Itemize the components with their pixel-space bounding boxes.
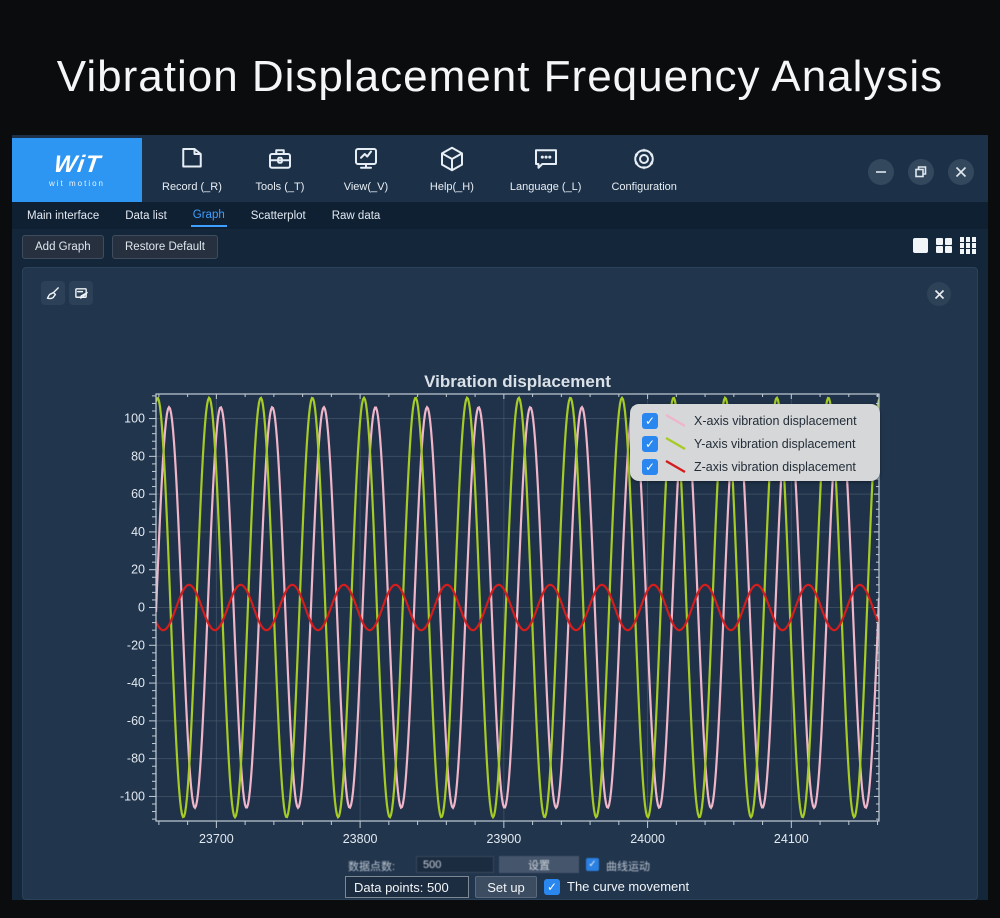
grid-3x3-icon[interactable]	[959, 237, 976, 254]
svg-text:-60: -60	[127, 714, 145, 728]
app-window: WiT wit motion Record (_R) Tools (_T)	[12, 135, 988, 900]
curve-movement-checkbox-cn[interactable]: ✓	[586, 858, 599, 871]
curve-movement-label-cn: 曲线运动	[606, 861, 650, 873]
legend-row: ✓ Y-axis vibration displacement	[642, 432, 880, 455]
svg-text:60: 60	[131, 487, 145, 501]
chart-title: Vibration displacement	[424, 372, 611, 391]
restore-button[interactable]	[908, 159, 934, 185]
legend-row: ✓ Z-axis vibration displacement	[642, 455, 880, 478]
controls-row-en: Set up ✓ The curve movement	[23, 876, 979, 900]
data-points-label-cn: 数据点数:	[348, 861, 396, 873]
menu-item-label: Help(_H)	[429, 181, 474, 193]
svg-text:-40: -40	[127, 676, 145, 690]
svg-text:24000: 24000	[630, 832, 665, 846]
edit-note-icon[interactable]	[69, 281, 93, 305]
panel-close-icon[interactable]	[927, 282, 951, 306]
legend-label: Y-axis vibration displacement	[694, 436, 856, 451]
tab-data-list[interactable]: Data list	[125, 210, 167, 222]
cube-icon	[437, 144, 467, 177]
tab-main-interface[interactable]: Main interface	[27, 210, 100, 222]
menu-bar: Record (_R) Tools (_T) View(_V)	[162, 135, 677, 202]
curve-movement-label: The curve movement	[567, 879, 690, 894]
svg-text:80: 80	[131, 449, 145, 463]
menu-item-help[interactable]: Help(_H)	[424, 144, 480, 193]
chart-legend: ✓ X-axis vibration displacement ✓ Y-axis vi…	[630, 404, 880, 481]
document-icon	[177, 144, 207, 177]
tab-graph[interactable]: Graph	[190, 204, 227, 227]
minimize-button[interactable]	[868, 159, 894, 185]
menu-item-label: Record (_R)	[162, 181, 222, 193]
legend-line-sample	[664, 459, 688, 474]
svg-text:-80: -80	[127, 752, 145, 766]
page-title: Vibration Displacement Frequency Analysi…	[56, 52, 944, 101]
legend-checkbox[interactable]: ✓	[642, 458, 658, 475]
briefcase-icon	[265, 144, 295, 177]
controls-row-cn: 数据点数: 设置 ✓ 曲线运动	[23, 856, 979, 874]
single-pane-icon[interactable]	[913, 237, 928, 253]
clean-brush-icon[interactable]	[41, 281, 65, 305]
grid-2x2-icon[interactable]	[936, 237, 952, 253]
menu-item-label: View(_V)	[343, 181, 389, 193]
gear-icon	[629, 144, 659, 177]
brand-logo-text: WiT	[51, 150, 103, 178]
menu-item-label: Language (_L)	[509, 181, 582, 193]
svg-text:24100: 24100	[774, 832, 809, 846]
menu-item-view[interactable]: View(_V)	[338, 144, 394, 193]
svg-text:0: 0	[138, 601, 145, 615]
vibration-line-chart: 23700 23800 23900 24000 24100 100 80 60 40 20 0 -20…	[120, 393, 880, 846]
legend-row: ✓ X-axis vibration displacement	[642, 409, 880, 432]
monitor-chart-icon	[351, 144, 381, 177]
legend-line-sample	[664, 413, 688, 428]
svg-text:100: 100	[124, 412, 145, 426]
window-controls	[868, 159, 974, 185]
menu-item-record[interactable]: Record (_R)	[162, 144, 222, 193]
brand-logo-subtext: wit motion	[48, 178, 105, 188]
svg-text:23800: 23800	[343, 832, 378, 846]
restore-default-button[interactable]: Restore Default	[112, 235, 218, 259]
menu-item-tools[interactable]: Tools (_T)	[252, 144, 308, 193]
menu-item-configuration[interactable]: Configuration	[611, 144, 677, 193]
tab-raw-data[interactable]: Raw data	[331, 210, 381, 222]
setup-button[interactable]: Set up	[475, 876, 537, 898]
svg-text:23900: 23900	[486, 832, 521, 846]
menu-item-language[interactable]: Language (_L)	[509, 144, 582, 193]
tab-bar: Main interface Data list Graph Scatterpl…	[12, 202, 988, 229]
legend-label: X-axis vibration displacement	[694, 413, 857, 428]
legend-checkbox[interactable]: ✓	[642, 412, 658, 429]
legend-label: Z-axis vibration displacement	[694, 459, 856, 474]
sub-toolbar: Add Graph Restore Default	[12, 229, 988, 267]
tab-scatterplot[interactable]: Scatterplot	[250, 210, 306, 222]
data-points-input-cn[interactable]	[416, 856, 494, 873]
curve-movement-checkbox[interactable]: ✓	[544, 879, 560, 895]
setup-button-cn[interactable]: 设置	[499, 856, 579, 873]
legend-checkbox[interactable]: ✓	[642, 435, 658, 452]
legend-line-sample	[664, 436, 688, 451]
menu-item-label: Configuration	[611, 181, 677, 193]
svg-text:20: 20	[131, 563, 145, 577]
chart-panel: Vibration displacement 23700 23800 23900 24…	[22, 267, 978, 900]
close-button[interactable]	[948, 159, 974, 185]
add-graph-button[interactable]: Add Graph	[22, 235, 104, 259]
layout-switcher	[913, 237, 976, 254]
main-toolbar: WiT wit motion Record (_R) Tools (_T)	[12, 135, 988, 202]
svg-text:40: 40	[131, 525, 145, 539]
menu-item-label: Tools (_T)	[255, 181, 305, 193]
data-points-input[interactable]	[345, 876, 469, 898]
speech-bubble-icon	[531, 144, 561, 177]
brand-logo[interactable]: WiT wit motion	[12, 138, 142, 202]
svg-text:-100: -100	[120, 789, 145, 803]
svg-text:-20: -20	[127, 638, 145, 652]
svg-text:23700: 23700	[199, 832, 234, 846]
